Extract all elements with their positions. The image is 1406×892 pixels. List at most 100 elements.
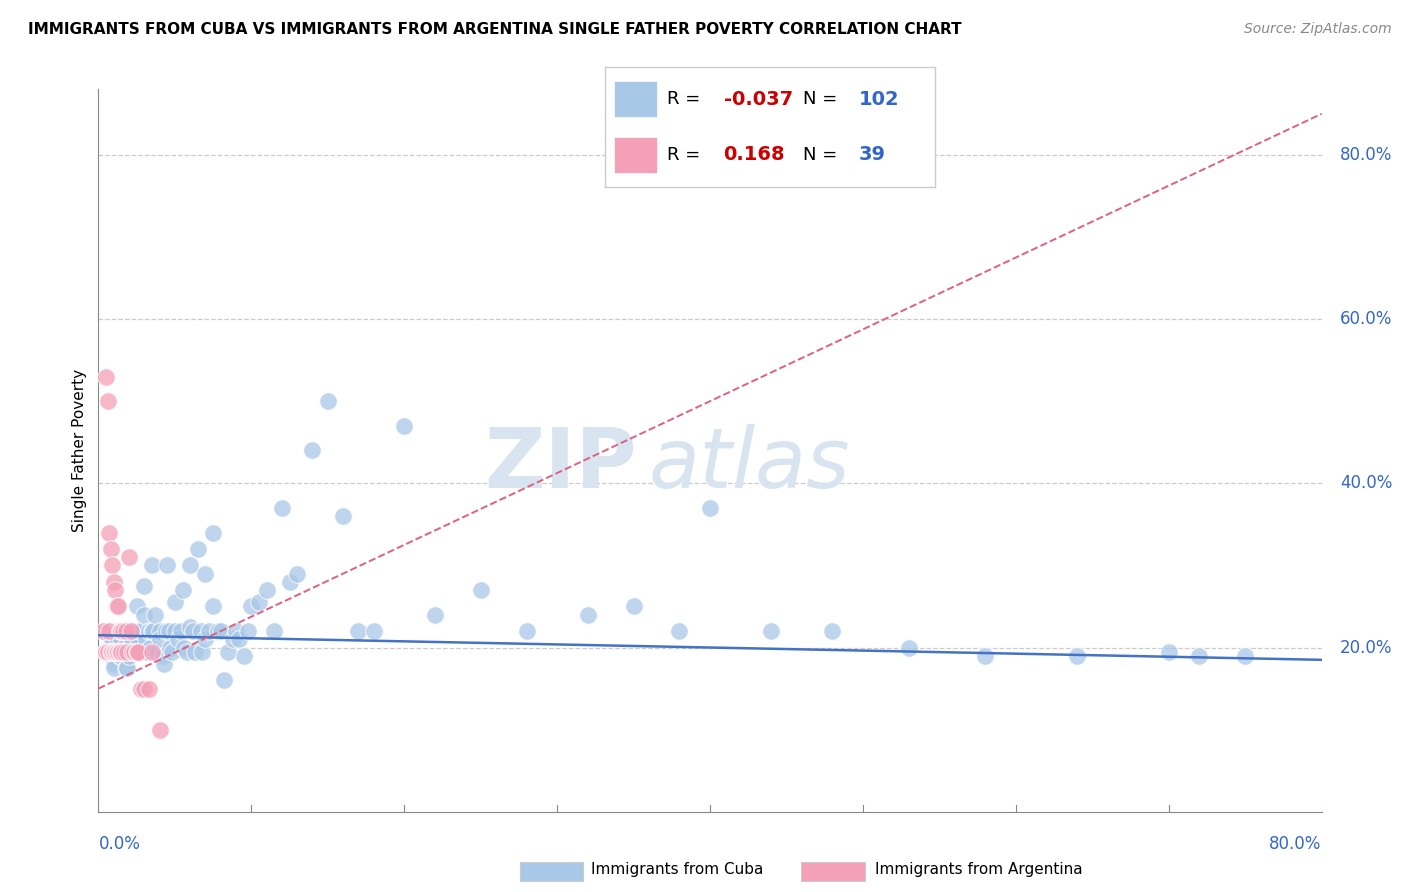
Point: [225, 624, 247, 638]
Point: [172, 582, 194, 597]
Point: [98, 640, 121, 655]
Text: R =: R =: [668, 90, 706, 109]
Point: [149, 723, 172, 737]
Point: [104, 582, 127, 597]
Point: [270, 500, 292, 515]
Y-axis label: Single Father Poverty: Single Father Poverty: [72, 369, 87, 532]
Point: [238, 624, 260, 638]
Point: [103, 661, 125, 675]
Point: [157, 624, 180, 638]
Text: R =: R =: [668, 145, 706, 164]
Point: [108, 648, 131, 663]
Point: [118, 640, 141, 655]
Point: [94, 369, 117, 384]
Point: [212, 673, 235, 688]
Point: [156, 558, 179, 573]
Point: [897, 640, 920, 655]
Point: [209, 624, 232, 638]
Point: [129, 645, 152, 659]
Point: [138, 624, 160, 638]
Point: [112, 645, 135, 659]
Point: [202, 525, 225, 540]
Point: [191, 645, 214, 659]
Point: [197, 624, 219, 638]
Point: [470, 582, 492, 597]
Bar: [614, 81, 658, 118]
Point: [100, 648, 122, 663]
Point: [104, 645, 127, 659]
Text: Immigrants from Argentina: Immigrants from Argentina: [875, 863, 1083, 877]
Point: [181, 624, 204, 638]
Point: [141, 645, 163, 659]
Point: [301, 443, 323, 458]
Point: [118, 648, 141, 663]
Point: [159, 640, 181, 655]
Point: [363, 624, 385, 638]
Point: [332, 509, 354, 524]
Point: [112, 640, 135, 655]
Point: [101, 645, 124, 659]
Bar: [614, 136, 658, 173]
Point: [111, 624, 134, 638]
Text: IMMIGRANTS FROM CUBA VS IMMIGRANTS FROM ARGENTINA SINGLE FATHER POVERTY CORRELAT: IMMIGRANTS FROM CUBA VS IMMIGRANTS FROM …: [28, 22, 962, 37]
Point: [121, 632, 143, 647]
Point: [120, 624, 142, 638]
Point: [202, 599, 225, 614]
Text: 60.0%: 60.0%: [1340, 310, 1392, 328]
Point: [228, 632, 250, 647]
Point: [117, 661, 139, 675]
Point: [821, 624, 844, 638]
Point: [187, 541, 209, 556]
Point: [184, 645, 207, 659]
Point: [97, 645, 120, 659]
Text: 80.0%: 80.0%: [1340, 146, 1392, 164]
Point: [232, 648, 254, 663]
Point: [103, 645, 125, 659]
Point: [117, 645, 139, 659]
Point: [141, 558, 163, 573]
Point: [160, 645, 183, 659]
Point: [153, 657, 176, 671]
Point: [974, 648, 997, 663]
Point: [194, 566, 217, 581]
Point: [118, 550, 141, 565]
Point: [134, 579, 156, 593]
Point: [155, 624, 177, 638]
Point: [222, 632, 245, 647]
Point: [107, 599, 129, 614]
Point: [110, 632, 132, 647]
Point: [623, 599, 645, 614]
Point: [121, 645, 143, 659]
Point: [247, 595, 270, 609]
Point: [110, 624, 132, 638]
Point: [101, 632, 124, 647]
Text: -0.037: -0.037: [724, 90, 793, 109]
Point: [163, 624, 186, 638]
Text: 40.0%: 40.0%: [1340, 475, 1392, 492]
Point: [105, 599, 128, 614]
Point: [217, 645, 239, 659]
Point: [105, 645, 128, 659]
Point: [107, 645, 129, 659]
Point: [142, 624, 165, 638]
Point: [190, 624, 212, 638]
Text: 80.0%: 80.0%: [1270, 835, 1322, 853]
Point: [516, 624, 538, 638]
Point: [316, 394, 339, 409]
Point: [122, 645, 145, 659]
Point: [110, 645, 132, 659]
Point: [94, 624, 117, 638]
Point: [136, 645, 159, 659]
Point: [115, 661, 138, 675]
Point: [167, 632, 190, 647]
Point: [149, 624, 172, 638]
Point: [115, 624, 138, 638]
Point: [97, 394, 120, 409]
Point: [149, 632, 172, 647]
Point: [128, 624, 150, 638]
Point: [1066, 648, 1088, 663]
Point: [143, 607, 166, 622]
Point: [93, 645, 115, 659]
Point: [163, 595, 186, 609]
Point: [98, 624, 121, 638]
